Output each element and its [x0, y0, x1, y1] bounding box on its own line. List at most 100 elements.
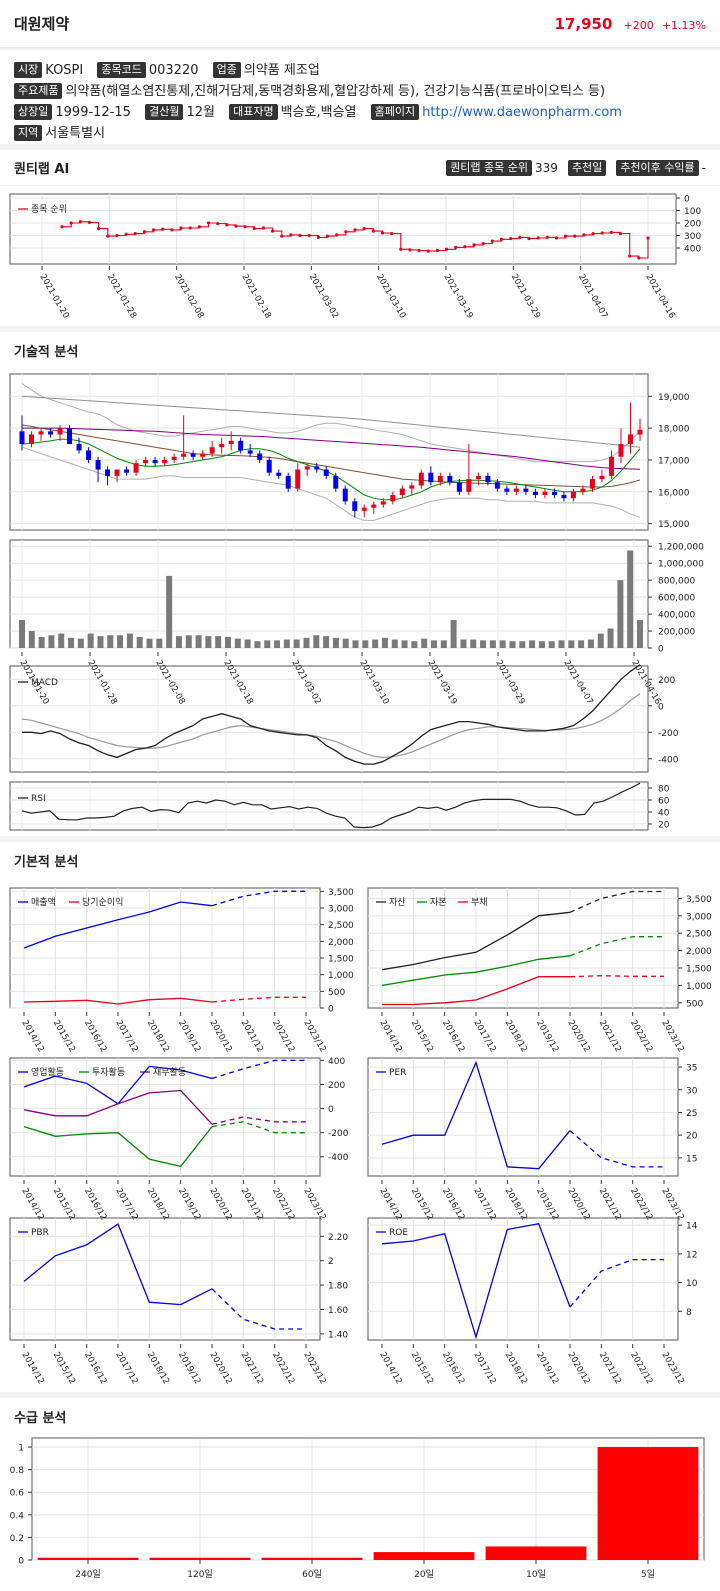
rank-point — [179, 226, 183, 230]
roe-xtick-label: 2017/12 — [471, 1351, 497, 1387]
candle-body — [352, 501, 358, 511]
supply-xtick-label: 10일 — [526, 1569, 546, 1580]
candle-body — [399, 488, 405, 495]
volume-plot-frame — [9, 539, 649, 649]
rank-xtick-label: 2021-04-07 — [576, 273, 609, 321]
rank-xtick-label: 2021-02-18 — [239, 273, 272, 321]
rank-point — [472, 243, 476, 247]
roe-xtick-label: 2014/12 — [377, 1351, 403, 1387]
rank-point — [261, 226, 266, 230]
rank-point — [454, 245, 458, 249]
candle-body — [228, 440, 234, 445]
rank-value: 339 — [535, 160, 558, 175]
volume-bar — [519, 641, 526, 648]
volume-bar — [548, 641, 555, 648]
supply-ytick-label: 0.6 — [10, 1489, 25, 1499]
candle-body — [238, 440, 244, 451]
cashflow-series-line — [23, 1089, 213, 1125]
candle-body — [209, 447, 215, 454]
volume-bar — [126, 633, 133, 648]
candle-body — [67, 428, 73, 445]
cashflow-xtick-label: 2023/12 — [301, 1187, 327, 1223]
candle-body — [162, 459, 168, 464]
per-plot-frame — [367, 1057, 679, 1177]
volume-bar — [136, 636, 143, 648]
candle-body — [219, 444, 225, 448]
candle-body — [447, 475, 453, 483]
roe-legend-label: ROE — [389, 1228, 408, 1238]
rank-point — [243, 225, 247, 229]
rank-point — [399, 247, 403, 251]
macd-plot-frame — [9, 665, 649, 773]
quant-title: 퀀티랩 AI — [14, 162, 70, 177]
macd-ytick-label: -400 — [658, 755, 679, 765]
rank-point — [518, 235, 522, 239]
assets-xtick-label: 2014/12 — [377, 1019, 403, 1055]
company-name: 대원제약 — [14, 15, 70, 33]
roe-series-line — [381, 1222, 571, 1340]
sales-xtick-label: 2017/12 — [113, 1019, 139, 1055]
per-xtick-label: 2023/12 — [659, 1187, 685, 1223]
candle-body — [409, 485, 415, 489]
homepage-link[interactable]: http://www.daewonpharm.com — [422, 105, 622, 120]
sales-plot-frame — [9, 887, 321, 1009]
market-value: KOSPI — [45, 63, 84, 78]
quant-stats: 퀀티랩 종목 순위 339 추천일 추천이후 수익률 - — [446, 159, 706, 176]
assets-legend-label: 자산 — [389, 897, 406, 908]
candle-body — [494, 482, 500, 489]
rank-point — [97, 227, 101, 231]
rank-point — [325, 234, 330, 238]
products-tag: 주요제품 — [14, 83, 63, 99]
ma-gray-line — [21, 395, 641, 448]
volume-bar — [234, 638, 241, 648]
bollinger-upper-line — [21, 383, 641, 463]
rank-xtick-label: 2021-01-28 — [105, 273, 138, 321]
info-row-4: 지역 서울특별시 — [14, 123, 706, 144]
volume-bar — [352, 640, 359, 648]
sales-xtick-label: 2022/12 — [270, 1019, 296, 1055]
sales-ytick-label: 2,500 — [328, 921, 354, 931]
cashflow-ytick-label: 200 — [328, 1081, 345, 1091]
volume-bar — [313, 635, 320, 648]
rank-point — [280, 234, 284, 238]
macd-ytick-label: -200 — [658, 729, 679, 739]
rank-point — [600, 231, 604, 235]
volume-bar — [48, 635, 55, 648]
candle-body — [114, 469, 120, 476]
candle-body — [190, 453, 196, 457]
candle-body — [19, 431, 25, 445]
candle-body — [532, 491, 538, 495]
homepage-tag: 홈페이지 — [370, 104, 420, 120]
candle-body — [57, 428, 63, 435]
volume-bar — [117, 635, 124, 648]
cashflow-series-estimate-line — [211, 1059, 306, 1080]
macd-ytick-label: 0 — [658, 702, 664, 712]
per-xtick-label: 2019/12 — [534, 1187, 560, 1223]
rank-point — [307, 233, 311, 238]
volume-bar — [627, 550, 634, 648]
assets-xtick-label: 2015/12 — [409, 1019, 435, 1055]
rank-point — [78, 220, 82, 224]
pbr-xtick-label: 2015/12 — [51, 1351, 77, 1387]
per-xtick-label: 2021/12 — [597, 1187, 623, 1223]
pbr-ytick-label: 1.80 — [328, 1282, 348, 1292]
candle-body — [637, 429, 643, 435]
pbr-ytick-label: 1.60 — [328, 1306, 348, 1316]
rank-series-line — [62, 221, 649, 259]
rank-point — [646, 236, 650, 240]
sales-ytick-label: 0 — [328, 1005, 334, 1015]
candle-body — [124, 469, 130, 473]
price-ytick-label: 16,000 — [658, 488, 690, 498]
volume-bar — [480, 640, 487, 648]
per-legend-label: PER — [389, 1068, 406, 1078]
candle-body — [342, 488, 348, 502]
sales-xtick-label: 2021/12 — [239, 1019, 265, 1055]
candle-body — [86, 450, 92, 460]
rsi-ytick-label: 80 — [658, 785, 670, 795]
rank-point — [380, 231, 385, 235]
candle-body — [285, 475, 291, 489]
rank-point — [234, 224, 238, 228]
rank-point — [509, 237, 513, 241]
candle-body — [428, 472, 434, 483]
volume-bar — [68, 637, 75, 648]
